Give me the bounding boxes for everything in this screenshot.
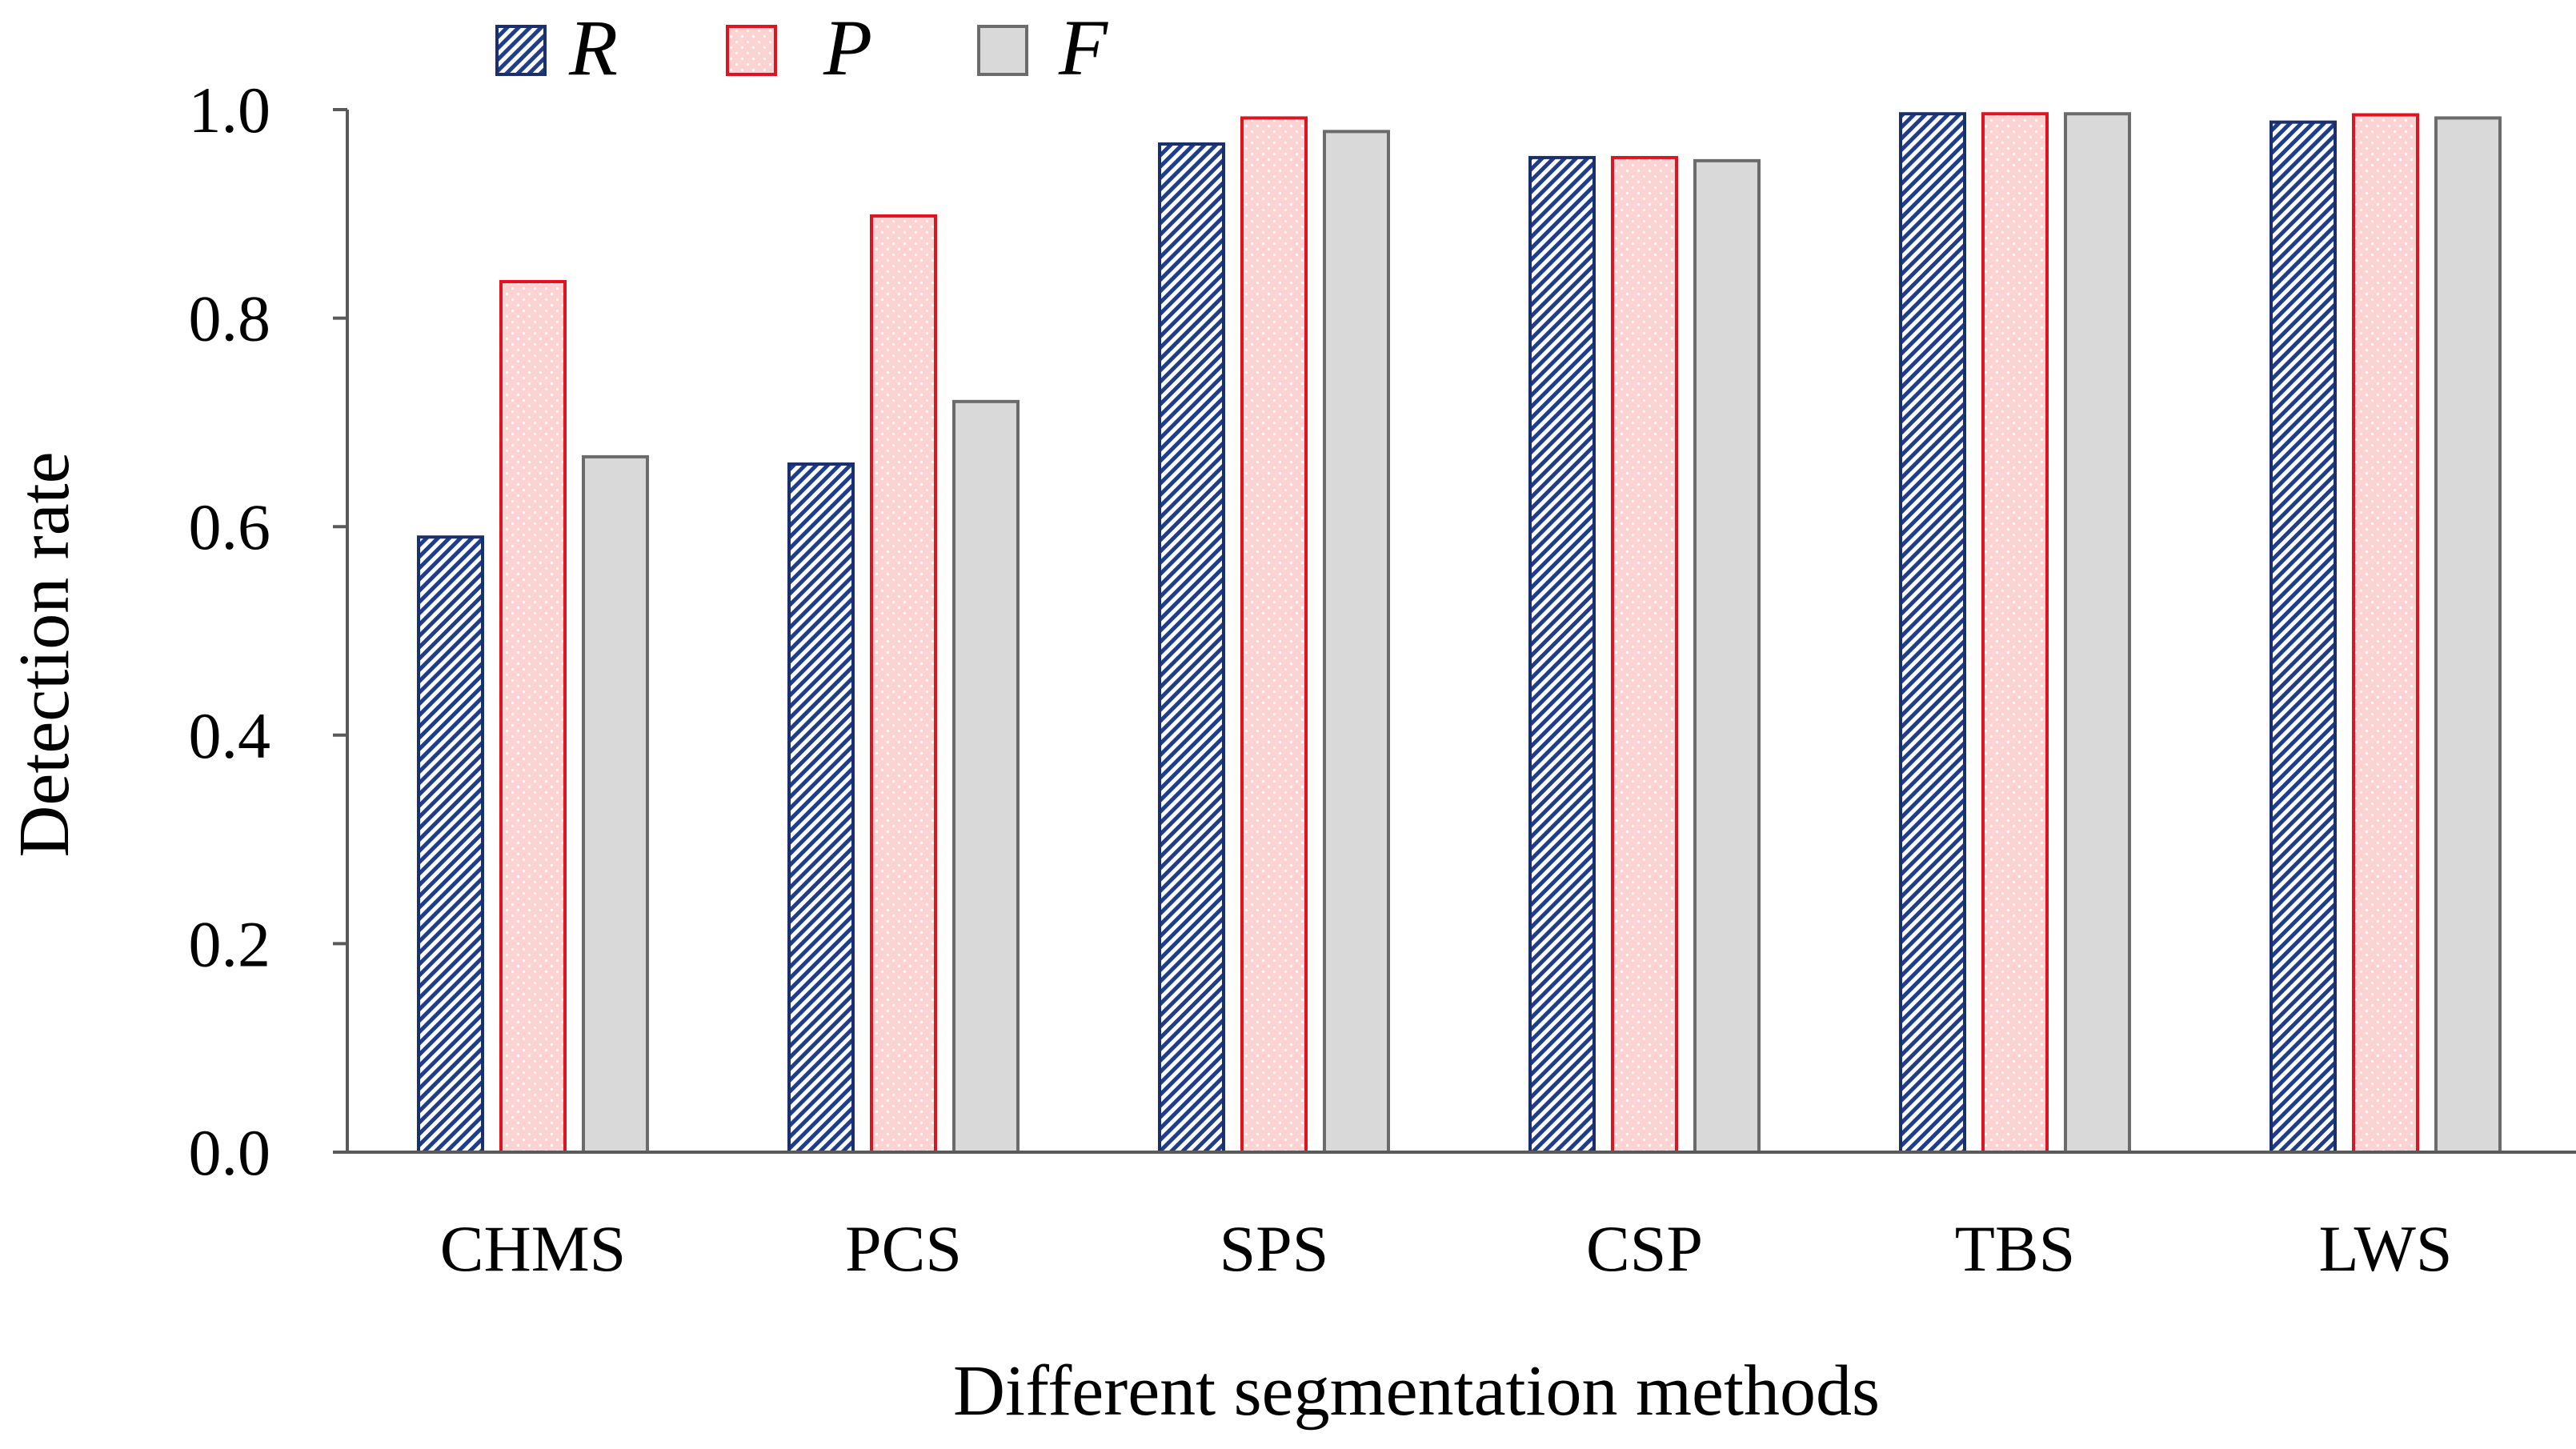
- bar-r-chms: [417, 535, 484, 1154]
- legend-swatch-p: [726, 25, 777, 76]
- x-category-label: SPS: [1220, 1212, 1329, 1285]
- x-category-label: TBS: [1955, 1212, 2075, 1285]
- bars-group: [417, 112, 2502, 1155]
- x-category-label: PCS: [845, 1212, 962, 1285]
- y-tick-label: 0.2: [189, 907, 271, 980]
- y-tick-label: 0.0: [189, 1116, 271, 1189]
- bar-r-tbs: [1899, 112, 1966, 1154]
- y-axis-ticks: 0.0 0.2 0.4 0.6 0.8 1.0: [189, 74, 347, 1189]
- legend-label-p: P: [823, 3, 872, 92]
- bar-r-csp: [1528, 155, 1596, 1155]
- x-axis-title: Different segmentation methods: [953, 1351, 1880, 1431]
- bar-p-tbs: [1981, 112, 2049, 1154]
- x-category-label: CSP: [1586, 1212, 1703, 1285]
- bar-f-lws: [2434, 116, 2502, 1155]
- y-tick-label: 0.8: [189, 282, 271, 355]
- x-category-label: LWS: [2318, 1212, 2452, 1285]
- bar-f-csp: [1693, 158, 1761, 1154]
- y-tick-label: 0.6: [189, 490, 271, 563]
- y-tick-label: 0.4: [189, 699, 271, 772]
- bar-p-chms: [499, 279, 567, 1154]
- x-category-label: CHMS: [440, 1212, 626, 1285]
- bar-f-pcs: [952, 399, 1020, 1154]
- legend: R P F: [495, 3, 1108, 92]
- bar-r-lws: [2270, 120, 2337, 1155]
- bar-p-csp: [1611, 155, 1678, 1155]
- legend-swatch-r: [495, 25, 547, 76]
- legend-label-f: F: [1058, 3, 1108, 92]
- bar-f-sps: [1323, 130, 1390, 1154]
- bar-r-pcs: [787, 462, 855, 1154]
- y-tick-label: 1.0: [189, 74, 271, 146]
- y-axis-title: Detection rate: [5, 451, 84, 857]
- bar-p-pcs: [870, 214, 937, 1154]
- x-axis-labels: CHMS PCS SPS CSP TBS LWS: [440, 1212, 2453, 1285]
- bar-f-tbs: [2064, 112, 2131, 1154]
- legend-swatch-f: [977, 25, 1028, 76]
- legend-label-r: R: [568, 3, 618, 92]
- bar-f-chms: [582, 454, 649, 1154]
- bar-p-lws: [2352, 113, 2419, 1154]
- bar-r-sps: [1158, 142, 1225, 1154]
- bar-p-sps: [1240, 116, 1308, 1155]
